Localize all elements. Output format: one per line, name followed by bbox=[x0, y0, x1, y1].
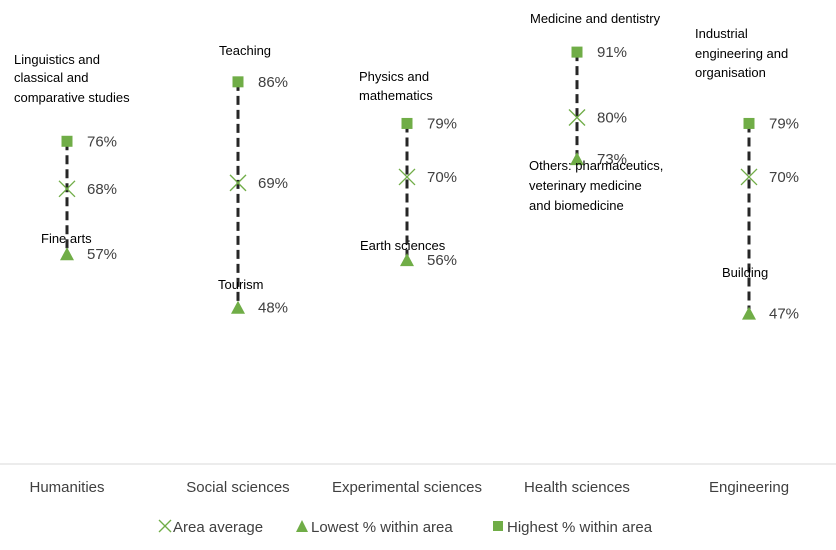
highest-marker bbox=[401, 117, 413, 129]
x-category-label: Engineering bbox=[709, 479, 789, 496]
average-marker bbox=[568, 109, 586, 126]
x-category-label: Humanities bbox=[29, 479, 104, 496]
lowest-subject-line: Others: pharmaceutics, bbox=[529, 158, 663, 173]
highest-subject-line: Industrial bbox=[695, 26, 748, 41]
highest-subject-line: engineering and bbox=[695, 46, 788, 61]
highest-marker bbox=[743, 117, 755, 129]
highest-value-label: 79% bbox=[769, 115, 799, 132]
lowest-marker bbox=[570, 152, 584, 166]
highest-subject-line: Physics and bbox=[359, 69, 429, 84]
highest-value-label: 76% bbox=[87, 133, 117, 150]
lowest-subject-line: and biomedicine bbox=[529, 198, 624, 213]
highest-value-label: 91% bbox=[597, 44, 627, 61]
category-group-4: 91% 80% 73% Medicine and dentistry Others: p… bbox=[529, 11, 663, 213]
legend-item-highest: Highest % within area bbox=[493, 519, 653, 536]
lowest-subject-annotation: Others: pharmaceutics, veterinary medicin… bbox=[529, 158, 663, 213]
lowest-marker bbox=[60, 247, 74, 261]
average-value-label: 70% bbox=[427, 169, 457, 186]
category-group-5: 79% 70% 47% Industrial engineering and organi… bbox=[695, 26, 799, 323]
average-marker bbox=[398, 168, 416, 186]
x-axis-categories: Humanities Social sciences Experimental sc… bbox=[29, 479, 789, 496]
average-value-label: 70% bbox=[769, 169, 799, 186]
average-value-label: 69% bbox=[258, 175, 288, 192]
highest-value-label: 79% bbox=[427, 115, 457, 132]
lowest-value-label: 57% bbox=[87, 246, 117, 263]
average-value-label: 80% bbox=[597, 110, 627, 127]
x-category-label: Health sciences bbox=[524, 479, 630, 496]
x-category-label: Experimental sciences bbox=[332, 479, 482, 496]
lowest-marker bbox=[742, 306, 756, 320]
legend-x-icon bbox=[158, 519, 172, 533]
lowest-marker bbox=[231, 300, 245, 314]
x-category-label: Social sciences bbox=[186, 479, 289, 496]
average-value-label: 68% bbox=[87, 181, 117, 198]
category-group-3: 79% 70% 56% Physics and mathematics Earth sci… bbox=[359, 69, 457, 269]
legend-square-icon bbox=[493, 521, 503, 531]
lowest-subject-line: veterinary medicine bbox=[529, 178, 642, 193]
legend-label-lowest: Lowest % within area bbox=[311, 519, 453, 536]
lowest-subject-line: Fine arts bbox=[41, 231, 92, 246]
highest-subject-line: organisation bbox=[695, 65, 766, 80]
lowest-value-label: 47% bbox=[769, 306, 799, 323]
highest-subject-line: Linguistics and bbox=[14, 52, 100, 67]
lowest-subject-line: Tourism bbox=[218, 277, 264, 292]
lowest-marker bbox=[400, 253, 414, 267]
category-group-2: 86% 69% 48% Teaching Tourism bbox=[218, 43, 288, 317]
lowest-subject-annotation: Fine arts bbox=[41, 231, 92, 246]
highest-value-label: 86% bbox=[258, 74, 288, 91]
lowest-subject-annotation: Tourism bbox=[218, 277, 264, 292]
highest-marker bbox=[232, 76, 244, 88]
lowest-subject-line: Building bbox=[722, 265, 768, 280]
plot-area: 76% 68% 57% Linguistics and classical and com… bbox=[14, 11, 799, 323]
highest-subject-line: mathematics bbox=[359, 88, 433, 103]
lowest-value-label: 73% bbox=[597, 151, 627, 168]
lowest-value-label: 48% bbox=[258, 300, 288, 317]
legend-label-highest: Highest % within area bbox=[507, 519, 653, 536]
average-marker bbox=[229, 174, 247, 192]
average-marker bbox=[58, 180, 76, 198]
highest-subject-annotation: Physics and mathematics bbox=[359, 69, 433, 103]
highest-subject-line: Medicine and dentistry bbox=[530, 11, 661, 26]
average-marker bbox=[740, 168, 758, 186]
highest-subject-line: classical and bbox=[14, 70, 88, 85]
lowest-subject-line: Earth sciences bbox=[360, 238, 446, 253]
highest-subject-annotation: Medicine and dentistry bbox=[530, 11, 661, 26]
lowest-value-label: 56% bbox=[427, 252, 457, 269]
highest-marker bbox=[571, 46, 583, 58]
legend-triangle-icon bbox=[296, 520, 308, 532]
highest-subject-line: Teaching bbox=[219, 43, 271, 58]
highest-subject-annotation: Teaching bbox=[219, 43, 271, 58]
legend: Area average Lowest % within area Highes… bbox=[158, 519, 653, 536]
legend-item-average: Area average bbox=[158, 519, 263, 536]
lowest-subject-annotation: Building bbox=[722, 265, 768, 280]
legend-label-average: Area average bbox=[173, 519, 263, 536]
legend-item-lowest: Lowest % within area bbox=[296, 519, 453, 536]
highest-subject-annotation: Linguistics and classical and comparative … bbox=[14, 52, 130, 105]
lowest-subject-annotation: Earth sciences bbox=[360, 238, 446, 253]
highest-subject-annotation: Industrial engineering and organisation bbox=[695, 26, 788, 80]
highest-subject-line: comparative studies bbox=[14, 90, 130, 105]
category-group-1: 76% 68% 57% Linguistics and classical and com… bbox=[14, 52, 130, 263]
highest-marker bbox=[61, 135, 73, 147]
